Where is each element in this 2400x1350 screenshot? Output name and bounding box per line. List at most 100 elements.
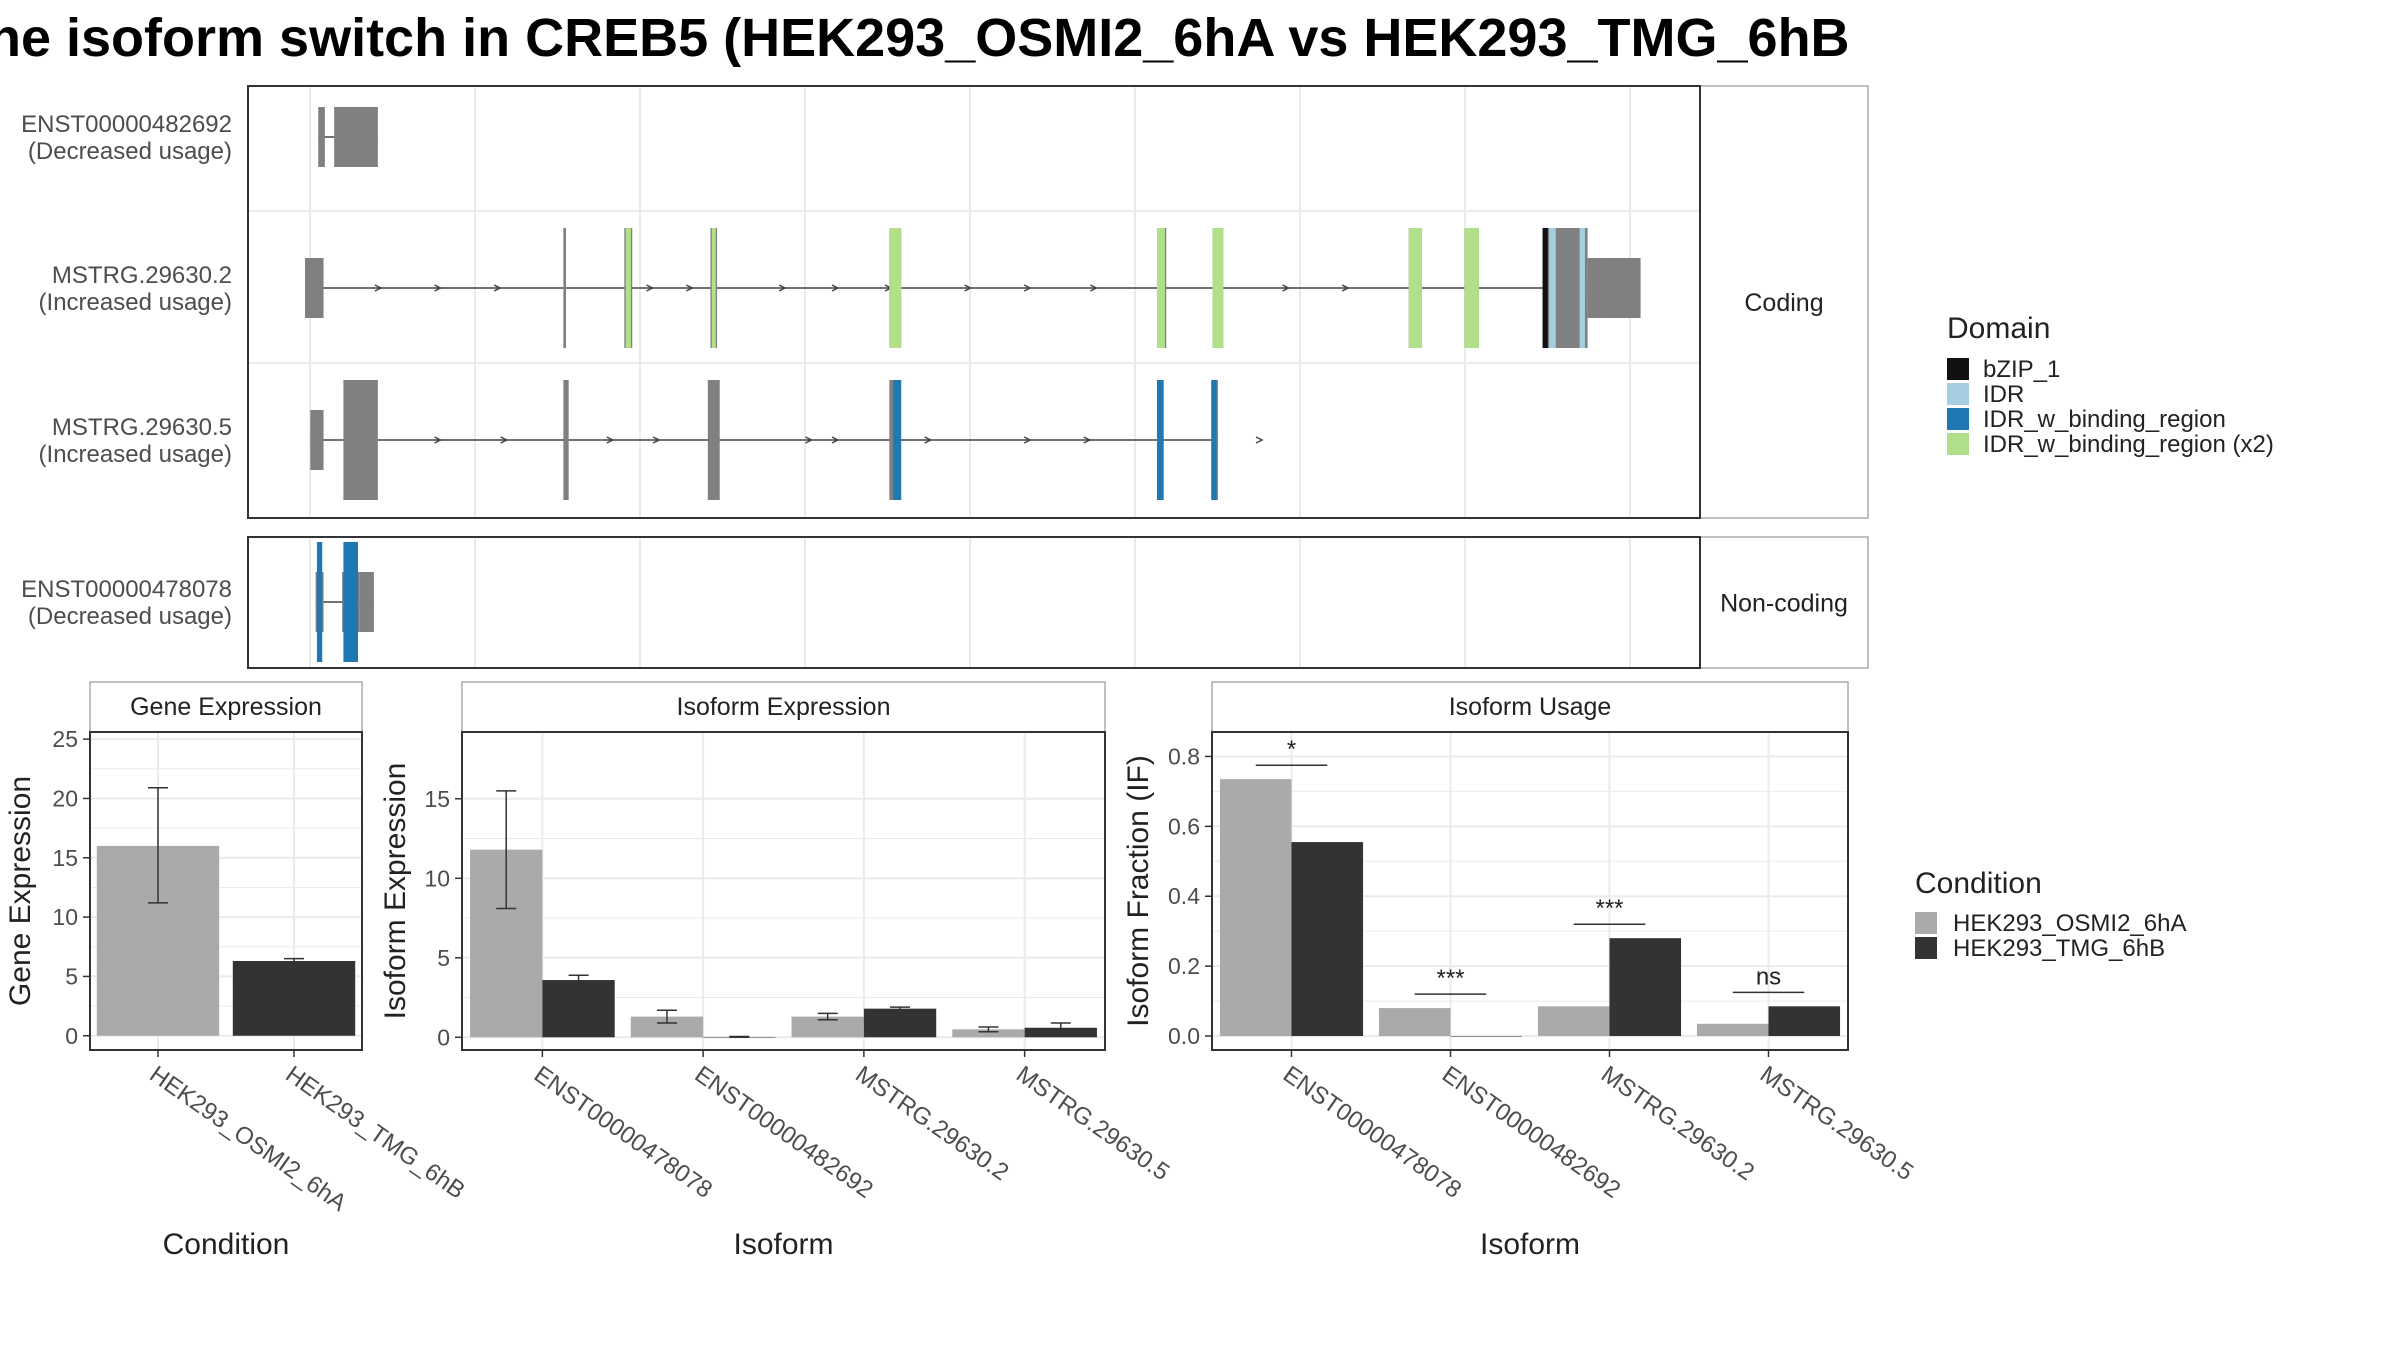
domain-legend-key: [1947, 408, 1969, 430]
protein-domain: [893, 380, 902, 500]
exon: [318, 107, 325, 167]
transcript-id-label: MSTRG.29630.5: [52, 414, 232, 441]
condition-legend-key: [1915, 912, 1937, 934]
intron-arrow: [500, 436, 509, 444]
y-tick-label: 0.8: [1168, 743, 1200, 769]
protein-domain: [1212, 228, 1224, 348]
domain-legend-label: IDR_w_binding_region: [1983, 406, 2226, 433]
transcript-usage-label: (Increased usage): [39, 289, 232, 316]
condition-legend-key: [1915, 937, 1937, 959]
intron-arrow: [1090, 284, 1099, 292]
chart-title: Isoform Expression: [677, 693, 891, 721]
bar: [1219, 779, 1292, 1037]
exon: [563, 380, 569, 500]
exon: [343, 380, 378, 500]
intron-arrow: [646, 284, 655, 292]
intron-arrow: [434, 436, 443, 444]
domain-legend-label: IDR: [1983, 381, 2024, 408]
intron-arrow: [778, 284, 787, 292]
bar: [1450, 1036, 1523, 1037]
structure-panel-border: [247, 536, 1701, 669]
bar: [1768, 1006, 1841, 1037]
y-tick-label: 0: [437, 1024, 450, 1050]
y-tick-label: 0.2: [1168, 953, 1200, 979]
chart-strip: [89, 681, 363, 733]
chart-panel-border: [1211, 731, 1849, 1051]
structure-panel-0: Coding ENST00000482692(Decreased usage) MS…: [21, 85, 1869, 519]
condition-legend-title: Condition: [1915, 867, 2042, 900]
y-axis-title: Isoform Expression: [379, 763, 412, 1020]
y-tick-label: 0.6: [1168, 813, 1200, 839]
transcript-id-label: ENST00000478078: [21, 576, 232, 603]
protein-domain: [1156, 380, 1164, 500]
panel-strip-label: Coding: [1744, 289, 1823, 317]
transcript-id-label: ENST00000482692: [21, 111, 232, 138]
chart-panel-border: [461, 731, 1106, 1051]
significance-label: ns: [1756, 963, 1781, 990]
x-axis-title: Condition: [163, 1228, 290, 1261]
bar: [863, 1008, 937, 1038]
exon: [707, 380, 720, 500]
bar: [1537, 1006, 1610, 1037]
exon: [563, 228, 567, 348]
protein-domain: [1156, 228, 1165, 348]
bar: [1696, 1023, 1769, 1037]
chart-panel-border: [89, 731, 363, 1051]
intron-arrow: [924, 436, 933, 444]
intron-arrow: [831, 436, 840, 444]
y-tick-label: 5: [65, 963, 78, 989]
condition-legend-label: HEK293_TMG_6hB: [1953, 935, 2165, 962]
protein-domain: [1408, 228, 1422, 348]
y-tick-label: 25: [52, 726, 78, 752]
y-tick-label: 20: [52, 785, 78, 811]
structure-panel-bg: [248, 86, 1700, 518]
transcript-ENST00000478078: ENST00000478078(Decreased usage): [21, 542, 374, 662]
transcript-MSTRG.29630.5: MSTRG.29630.5(Increased usage): [39, 380, 1264, 500]
protein-domain: [711, 228, 716, 348]
bar: [1291, 842, 1364, 1037]
protein-domain: [1211, 380, 1217, 500]
intron-arrow: [1282, 284, 1291, 292]
domain-legend-label: bZIP_1: [1983, 356, 2060, 383]
intron-arrow: [1023, 284, 1032, 292]
chart-strip: [461, 681, 1106, 733]
transcript-id-label: MSTRG.29630.2: [52, 262, 232, 289]
protein-domain: [1542, 228, 1548, 348]
protein-domain: [316, 542, 323, 662]
structure-panel-bg: [248, 537, 1700, 668]
condition-legend-label: HEK293_OSMI2_6hA: [1953, 910, 2186, 937]
domain-legend-title: Domain: [1947, 312, 2050, 345]
transcript-usage-label: (Decreased usage): [28, 138, 232, 165]
protein-domain: [343, 542, 358, 662]
protein-domain: [1464, 228, 1479, 348]
y-tick-label: 0.4: [1168, 883, 1200, 909]
bar: [542, 980, 615, 1038]
y-tick-label: 15: [52, 845, 78, 871]
structure-panel-border: [247, 85, 1701, 519]
intron-arrow: [606, 436, 615, 444]
transcript-usage-label: (Decreased usage): [28, 603, 232, 630]
transcript-MSTRG.29630.2: MSTRG.29630.2(Increased usage): [39, 228, 1641, 348]
y-axis-title: Isoform Fraction (IF): [1122, 755, 1155, 1027]
y-tick-label: 0.0: [1168, 1023, 1200, 1049]
y-tick-label: 15: [424, 786, 450, 812]
intron-arrow: [434, 284, 443, 292]
intron-arrow: [493, 284, 502, 292]
y-tick-label: 10: [52, 904, 78, 930]
protein-domain: [625, 228, 631, 348]
exon: [359, 572, 374, 632]
bar: [630, 1016, 704, 1038]
exon: [1587, 258, 1641, 318]
x-axis-title: Isoform: [733, 1228, 833, 1261]
intron-arrow: [685, 284, 694, 292]
panel-strip: [1699, 85, 1869, 519]
panel-strip-label: Non-coding: [1720, 590, 1848, 618]
chart-title: Isoform Usage: [1449, 693, 1612, 721]
significance-label: *: [1287, 736, 1296, 763]
structure-panel-1: Non-coding ENST00000478078(Decreased usag…: [21, 536, 1869, 669]
intron-arrow: [964, 284, 973, 292]
bar: [952, 1029, 1025, 1038]
bar: [232, 961, 356, 1036]
